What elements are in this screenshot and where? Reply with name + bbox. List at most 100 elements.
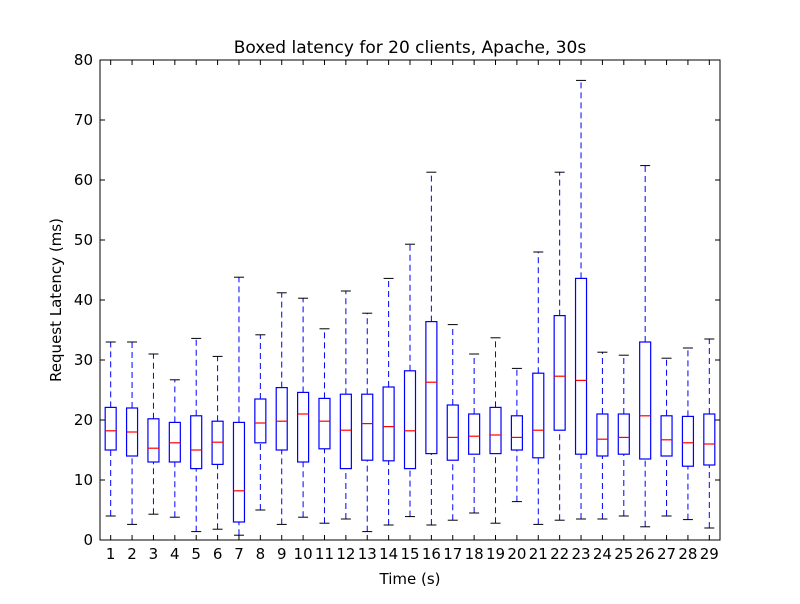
box-group-6 (211, 355, 224, 530)
box-group-22 (553, 171, 566, 521)
x-tick-label: 4 (170, 545, 180, 563)
iqr-box (232, 421, 246, 523)
box-group-8 (254, 334, 267, 511)
iqr-box (361, 393, 374, 461)
iqr-box (382, 386, 395, 462)
box-group-18 (468, 353, 481, 514)
iqr-box (510, 415, 523, 451)
box-group-13 (361, 312, 374, 533)
x-tick-label: 16 (422, 545, 441, 563)
iqr-box (532, 372, 545, 459)
x-tick-label: 15 (400, 545, 419, 563)
iqr-box (403, 370, 417, 470)
box-group-28 (681, 347, 695, 521)
iqr-box (639, 341, 652, 460)
chart-title: Boxed latency for 20 clients, Apache, 30… (234, 38, 587, 58)
boxes-layer (104, 79, 716, 536)
x-tick-label: 23 (571, 545, 590, 563)
x-tick-label: 27 (657, 545, 676, 563)
x-tick-label: 19 (486, 545, 505, 563)
x-tick-label: 29 (700, 545, 719, 563)
y-tick-label: 20 (74, 411, 93, 429)
x-axis-label: Time (s) (379, 570, 441, 588)
y-tick-label: 50 (74, 231, 93, 249)
box-group-17 (446, 324, 459, 521)
box-group-7 (232, 276, 246, 536)
iqr-box (681, 415, 695, 467)
x-tick-label: 13 (358, 545, 377, 563)
x-tick-label: 7 (234, 545, 244, 563)
y-tick-label: 80 (74, 51, 93, 69)
box-group-26 (639, 165, 652, 528)
x-tick-label: 2 (127, 545, 137, 563)
box-group-15 (403, 243, 417, 518)
box-group-12 (339, 290, 352, 520)
box-group-19 (489, 337, 502, 524)
box-group-27 (660, 357, 673, 517)
y-axis-label: Request Latency (ms) (47, 218, 65, 382)
box-group-11 (318, 328, 331, 524)
iqr-box (275, 387, 288, 451)
y-tick-label: 30 (74, 351, 93, 369)
iqr-box (703, 413, 716, 466)
iqr-box (596, 413, 609, 457)
x-tick-label: 5 (191, 545, 201, 563)
plot-frame (99, 59, 721, 541)
box-group-3 (147, 353, 160, 515)
x-tick-label: 28 (678, 545, 697, 563)
box-group-14 (382, 277, 395, 526)
box-group-9 (275, 292, 288, 525)
box-group-29 (703, 338, 716, 529)
iqr-box (425, 321, 438, 455)
x-tick-label: 6 (213, 545, 223, 563)
x-tick-label: 24 (593, 545, 612, 563)
y-tick-label: 60 (74, 171, 93, 189)
box-group-1 (104, 341, 117, 517)
x-tick-label: 20 (507, 545, 526, 563)
x-tick-label: 11 (315, 545, 334, 563)
iqr-box (254, 398, 267, 444)
iqr-box (147, 418, 160, 463)
iqr-box (339, 393, 352, 470)
box-group-21 (532, 251, 545, 525)
x-tick-label: 9 (277, 545, 287, 563)
iqr-box (489, 406, 502, 455)
box-group-10 (297, 297, 310, 518)
x-tick-label: 22 (550, 545, 569, 563)
x-tick-label: 12 (336, 545, 355, 563)
box-group-24 (596, 351, 609, 520)
box-group-4 (168, 379, 181, 518)
box-group-5 (190, 337, 203, 533)
iqr-box (104, 406, 117, 451)
y-tick-label: 10 (74, 471, 93, 489)
x-tick-label: 25 (614, 545, 633, 563)
y-tick-label: 40 (74, 291, 93, 309)
box-group-16 (425, 171, 438, 526)
iqr-box (297, 391, 310, 463)
box-group-2 (125, 341, 139, 525)
y-tick-label: 70 (74, 111, 93, 129)
iqr-box (553, 315, 566, 431)
x-tick-label: 21 (529, 545, 548, 563)
x-tick-label: 26 (636, 545, 655, 563)
x-tick-label: 17 (443, 545, 462, 563)
x-tick-label: 1 (106, 545, 116, 563)
iqr-box (190, 415, 203, 470)
box-group-20 (510, 367, 523, 503)
iqr-box (574, 277, 588, 455)
box-group-23 (574, 79, 588, 520)
x-tick-label: 10 (294, 545, 313, 563)
x-tick-label: 14 (379, 545, 398, 563)
x-tick-label: 8 (256, 545, 266, 563)
iqr-box (617, 413, 630, 455)
iqr-box (318, 397, 331, 450)
x-tick-label: 3 (149, 545, 159, 563)
iqr-box (468, 413, 481, 455)
iqr-box (660, 415, 673, 457)
x-tick-label: 18 (465, 545, 484, 563)
iqr-box (446, 404, 459, 461)
box-group-25 (617, 354, 630, 517)
